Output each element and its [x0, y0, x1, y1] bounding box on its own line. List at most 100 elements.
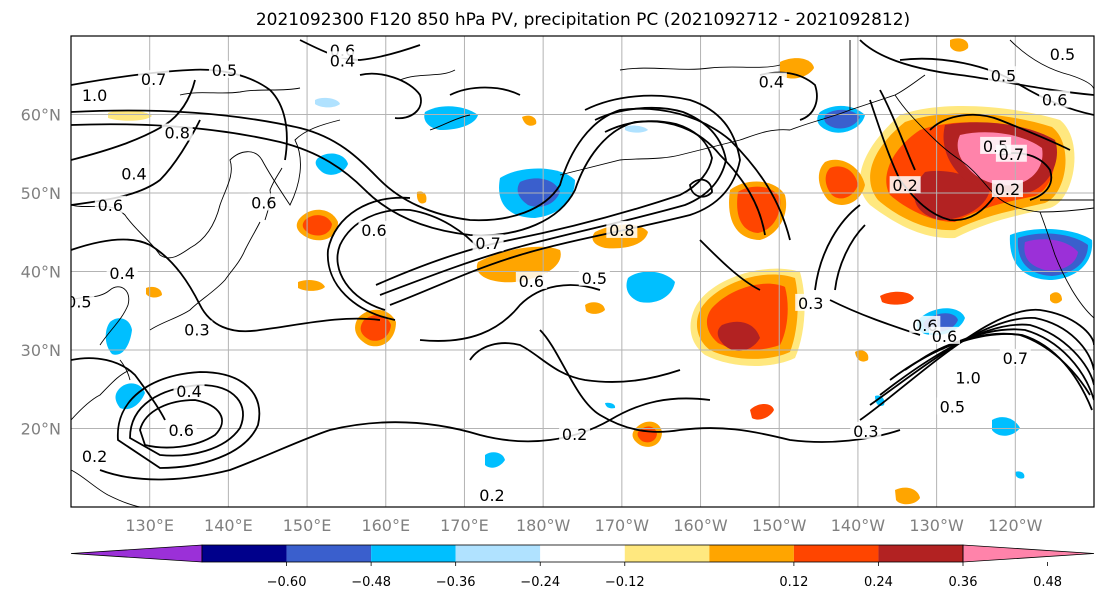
contour-label-background — [138, 70, 170, 88]
longitude-tick-label: 130°E — [125, 516, 174, 535]
contour-label: 0.4 — [121, 164, 146, 183]
colorbar-tick-label: −0.12 — [605, 575, 645, 590]
contour-label-background — [928, 326, 960, 344]
contour-label-background — [161, 123, 193, 141]
precip-shading — [105, 38, 1093, 505]
longitude-tick-label: 180°W — [516, 516, 571, 535]
contour-label: 0.7 — [999, 145, 1024, 164]
contour-label: 0.5 — [582, 269, 607, 288]
colorbar-upper-extension — [962, 544, 1095, 563]
contour-label: 0.3 — [798, 294, 823, 313]
contour-label: 0.2 — [892, 176, 917, 195]
longitude-tick-label: 140°E — [204, 516, 253, 535]
colorbar-tick-label: −0.24 — [520, 575, 560, 590]
colorbar-tick-label: 0.36 — [949, 575, 978, 590]
longitude-tick-label: 160°E — [361, 516, 410, 535]
contour-label-background — [850, 421, 882, 439]
contour-label: 1.0 — [955, 368, 980, 387]
colorbar-tick-label: 0.48 — [1033, 575, 1062, 590]
colorbar-tick-label: 0.12 — [779, 575, 808, 590]
contour-label-background — [181, 320, 213, 338]
contour-label: 0.5 — [940, 398, 965, 417]
contour-label-background — [1039, 90, 1071, 108]
contour-label-background — [358, 220, 390, 238]
contour-label: 0.6 — [1042, 91, 1067, 110]
contour-label: 0.2 — [995, 180, 1020, 199]
contour-label-background — [118, 164, 150, 182]
contour-label: 0.6 — [251, 193, 276, 212]
contour-label: 1.0 — [82, 86, 107, 105]
colorbar-segment — [455, 545, 541, 562]
contour-label: 0.3 — [853, 422, 878, 441]
contour-label: 0.6 — [361, 221, 386, 240]
contour-label-background — [94, 195, 126, 213]
colorbar-segment — [624, 545, 710, 562]
coastlines — [71, 39, 1094, 507]
contour-label-background — [476, 486, 508, 504]
colorbar-tick-label: −0.36 — [436, 575, 476, 590]
contour-label: 0.2 — [479, 486, 504, 505]
contour-label-background — [71, 292, 95, 310]
contour-label-background — [326, 51, 358, 69]
contour-label: 0.5 — [1050, 45, 1075, 64]
contour-label-background — [606, 220, 638, 238]
contour-label: 0.7 — [475, 234, 500, 253]
latitude-tick-label: 60°N — [21, 106, 61, 125]
contour-label: 0.4 — [176, 382, 201, 401]
contour-label-background — [515, 271, 547, 289]
contour-label-background — [165, 421, 197, 439]
contour-label: 0.8 — [165, 124, 190, 143]
map-frame — [70, 35, 1095, 508]
longitude-tick-label: 170°W — [595, 516, 650, 535]
contour-label-background — [472, 234, 504, 252]
contour-label: 0.5 — [66, 292, 91, 311]
contour-label: 0.6 — [932, 327, 957, 346]
colorbar-segment — [793, 545, 879, 562]
contour-label: 0.7 — [141, 70, 166, 89]
contour-label: 0.5 — [212, 61, 237, 80]
contour-label-background — [79, 446, 111, 464]
contour-label-background — [106, 264, 138, 282]
longitude-tick-label: 150°E — [283, 516, 332, 535]
contour-label: 0.4 — [759, 73, 784, 92]
latitude-tick-label: 40°N — [21, 263, 61, 282]
colorbar-lower-extension — [70, 544, 203, 563]
contour-label: 0.5 — [991, 66, 1016, 85]
longitude-tick-label: 140°W — [831, 516, 886, 535]
latitude-tick-label: 20°N — [21, 420, 61, 439]
contour-label-background — [936, 397, 968, 415]
contour-label-background — [995, 144, 1027, 162]
latitude-tick-labels: 20°N 30°N 40°N 50°N 60°N — [21, 106, 61, 439]
contour-label-background — [889, 176, 921, 194]
contour-label: 0.7 — [1003, 349, 1028, 368]
colorbar-segment — [878, 545, 963, 562]
contour-label-background — [79, 85, 111, 103]
contour-label: 0.8 — [609, 221, 634, 240]
contour-label: 0.2 — [562, 425, 587, 444]
map-title: 2021092300 F120 850 hPa PV, precipitatio… — [256, 10, 910, 30]
latitude-tick-label: 50°N — [21, 184, 61, 203]
colorbar-segment — [202, 545, 287, 562]
longitude-tick-label: 130°W — [909, 516, 964, 535]
contour-label: 0.2 — [82, 447, 107, 466]
contour-label-background — [559, 424, 591, 442]
colorbar-segment — [540, 545, 625, 562]
longitude-tick-label: 150°W — [752, 516, 807, 535]
longitude-tick-label: 170°E — [440, 516, 489, 535]
contour-label: 0.4 — [330, 51, 355, 70]
contour-label-background — [952, 368, 984, 386]
colorbar-segment — [371, 545, 456, 562]
contour-label-background — [988, 66, 1020, 84]
colorbar-outline — [201, 544, 964, 563]
contour-label-background — [991, 180, 1023, 198]
map-area: 0.6 0.4 0.5 0.7 1.0 0.8 0.4 0.6 0.6 0.6 0.4 0.5 0.3 0… — [66, 36, 1094, 507]
colorbar-tick-label: −0.60 — [267, 575, 307, 590]
contour-label-background — [173, 381, 205, 399]
contour-label-background — [578, 268, 610, 286]
colorbar-tick-label: 0.24 — [864, 575, 893, 590]
longitude-tick-label: 120°W — [988, 516, 1043, 535]
contour-label-background — [1047, 45, 1079, 63]
colorbar-tick-label: −0.48 — [351, 575, 391, 590]
contour-label-background — [208, 60, 240, 78]
